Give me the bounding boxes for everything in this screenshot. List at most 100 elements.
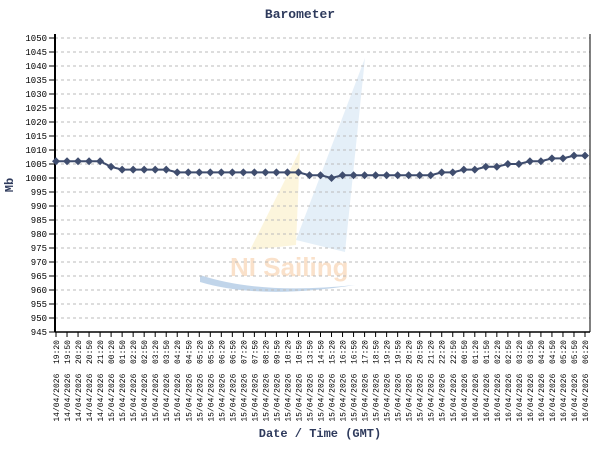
watermark-sail-blue: [296, 58, 365, 252]
data-point: [151, 165, 160, 174]
x-tick-label: 15/04/2026 20:50: [417, 340, 426, 422]
data-point: [437, 168, 446, 177]
data-point: [360, 171, 369, 180]
data-point: [558, 154, 567, 163]
y-tick-label: 950: [31, 314, 47, 324]
data-point: [327, 174, 336, 182]
x-tick-label: 16/04/2026 05:20: [560, 340, 569, 422]
watermark-sail-yellow: [250, 150, 300, 250]
data-point: [118, 165, 127, 174]
x-tick-label: 15/04/2026 03:20: [152, 340, 161, 422]
x-tick-label: 15/04/2026 02:50: [141, 340, 150, 422]
data-point: [514, 160, 523, 168]
x-tick-label: 14/04/2026 21:20: [97, 340, 106, 422]
data-point: [184, 168, 193, 177]
x-tick-label: 16/04/2026 02:20: [494, 340, 503, 422]
data-point: [503, 160, 512, 168]
x-tick-label: 16/04/2026 01:50: [483, 340, 492, 422]
data-point: [283, 168, 292, 177]
data-point: [63, 157, 72, 166]
data-point: [250, 168, 259, 177]
x-tick-label: 15/04/2026 01:50: [119, 340, 128, 422]
x-tick-label: 15/04/2026 21:20: [428, 340, 437, 422]
y-axis: 945 950 955 960 965 970 975 980 985 990 995 1000 100…: [25, 34, 591, 338]
x-tick-label: 15/04/2026 04:20: [174, 340, 183, 422]
y-tick-label: 990: [31, 202, 47, 212]
data-point: [85, 157, 94, 166]
x-tick-label: 15/04/2026 19:20: [384, 340, 393, 422]
data-point: [305, 171, 314, 180]
data-point: [459, 165, 468, 174]
data-point: [217, 168, 226, 177]
x-tick-label: 15/04/2026 06:20: [218, 340, 227, 422]
data-point: [426, 171, 435, 180]
data-point: [316, 171, 325, 180]
data-point: [382, 171, 391, 180]
data-point: [261, 168, 270, 177]
y-tick-label: 1030: [25, 90, 47, 100]
data-point: [74, 157, 83, 166]
data-point: [569, 151, 578, 160]
x-tick-label: 14/04/2026 20:50: [86, 340, 95, 422]
x-tick-label: 14/04/2026 19:20: [53, 340, 62, 422]
y-tick-label: 1010: [25, 146, 47, 156]
x-tick-label: 15/04/2026 10:50: [295, 340, 304, 422]
y-tick-label: 1050: [25, 34, 47, 44]
data-point: [195, 168, 204, 177]
data-point: [525, 157, 534, 166]
x-tick-label: 15/04/2026 05:20: [196, 340, 205, 422]
data-point: [294, 168, 303, 177]
chart-title: Barometer: [265, 7, 335, 22]
x-tick-label: 16/04/2026 02:50: [505, 340, 514, 422]
y-tick-label: 1025: [25, 104, 47, 114]
x-tick-label: 16/04/2026 04:20: [538, 340, 547, 422]
x-tick-label: 16/04/2026 04:50: [549, 340, 558, 422]
data-point: [404, 171, 413, 180]
x-axis-label: Date / Time (GMT): [259, 427, 381, 441]
y-tick-label: 980: [31, 230, 47, 240]
watermark-text: NI Sailing: [230, 252, 348, 282]
x-tick-label: 15/04/2026 06:50: [229, 340, 238, 422]
x-tick-label: 16/04/2026 03:50: [527, 340, 536, 422]
x-tick-label: 15/04/2026 22:50: [450, 340, 459, 422]
y-tick-label: 955: [31, 300, 47, 310]
x-tick-label: 15/04/2026 16:50: [351, 340, 360, 422]
data-point: [415, 171, 424, 180]
data-point: [581, 151, 589, 160]
data-point: [393, 171, 402, 180]
x-tick-label: 15/04/2026 08:20: [262, 340, 271, 422]
y-tick-label: 1040: [25, 62, 47, 72]
x-tick-label: 15/04/2026 20:20: [406, 340, 415, 422]
data-point: [96, 157, 105, 166]
x-tick-label: 16/04/2026 06:20: [582, 340, 591, 422]
x-tick-label: 15/04/2026 19:50: [395, 340, 404, 422]
x-tick-label: 16/04/2026 03:20: [516, 340, 525, 422]
data-point: [129, 165, 138, 174]
x-tick-label: 15/04/2026 05:50: [207, 340, 216, 422]
data-point: [492, 162, 501, 171]
x-tick-label: 15/04/2026 10:20: [284, 340, 293, 422]
y-tick-label: 1015: [25, 132, 47, 142]
x-tick-label: 15/04/2026 02:20: [130, 340, 139, 422]
y-tick-label: 960: [31, 286, 47, 296]
x-tick-label: 15/04/2026 00:20: [108, 340, 117, 422]
data-point: [448, 168, 457, 177]
y-tick-label: 985: [31, 216, 47, 226]
x-tick-label: 15/04/2026 18:50: [373, 340, 382, 422]
x-tick-label: 15/04/2026 07:20: [240, 340, 249, 422]
x-tick-label: 14/04/2026 19:50: [64, 340, 73, 422]
x-tick-label: 14/04/2026 20:20: [75, 340, 84, 422]
x-tick-label: 15/04/2026 15:20: [329, 340, 338, 422]
data-point: [481, 162, 490, 171]
data-point: [272, 168, 281, 177]
data-point: [371, 171, 380, 180]
x-tick-label: 16/04/2026 05:50: [571, 340, 580, 422]
watermark-swoosh: [200, 275, 355, 292]
x-tick-label: 15/04/2026 14:50: [318, 340, 327, 422]
data-point: [547, 154, 556, 163]
data-point: [470, 165, 479, 174]
data-point: [162, 165, 171, 174]
data-point: [107, 162, 116, 171]
x-tick-label: 16/04/2026 01:20: [472, 340, 481, 422]
